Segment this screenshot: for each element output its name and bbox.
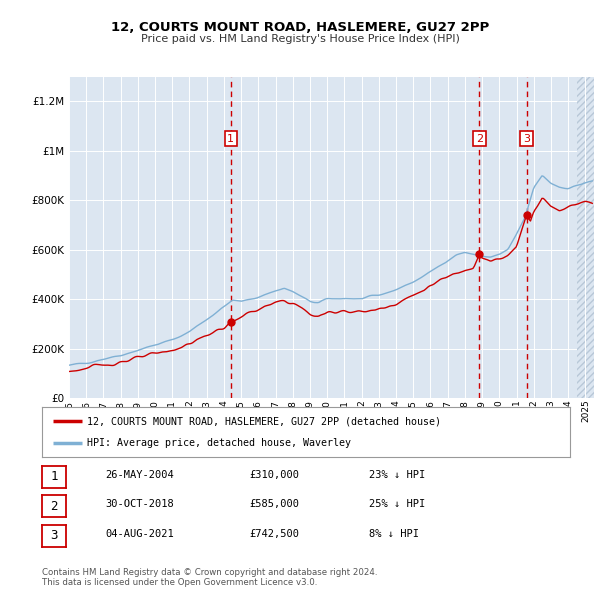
Text: 3: 3 [523, 133, 530, 143]
Text: 1: 1 [50, 470, 58, 483]
Text: £742,500: £742,500 [249, 529, 299, 539]
Text: 12, COURTS MOUNT ROAD, HASLEMERE, GU27 2PP (detached house): 12, COURTS MOUNT ROAD, HASLEMERE, GU27 2… [87, 416, 441, 426]
Text: 1: 1 [227, 133, 235, 143]
Text: 3: 3 [50, 529, 58, 542]
Text: 8% ↓ HPI: 8% ↓ HPI [369, 529, 419, 539]
Text: This data is licensed under the Open Government Licence v3.0.: This data is licensed under the Open Gov… [42, 578, 317, 587]
Text: 04-AUG-2021: 04-AUG-2021 [105, 529, 174, 539]
Text: £585,000: £585,000 [249, 500, 299, 509]
Text: Price paid vs. HM Land Registry's House Price Index (HPI): Price paid vs. HM Land Registry's House … [140, 34, 460, 44]
Text: 2: 2 [476, 133, 483, 143]
Text: 26-MAY-2004: 26-MAY-2004 [105, 470, 174, 480]
Text: £310,000: £310,000 [249, 470, 299, 480]
Text: Contains HM Land Registry data © Crown copyright and database right 2024.: Contains HM Land Registry data © Crown c… [42, 568, 377, 577]
Text: 30-OCT-2018: 30-OCT-2018 [105, 500, 174, 509]
Text: 23% ↓ HPI: 23% ↓ HPI [369, 470, 425, 480]
Text: HPI: Average price, detached house, Waverley: HPI: Average price, detached house, Wave… [87, 438, 351, 448]
Text: 12, COURTS MOUNT ROAD, HASLEMERE, GU27 2PP: 12, COURTS MOUNT ROAD, HASLEMERE, GU27 2… [111, 21, 489, 34]
Text: 2: 2 [50, 500, 58, 513]
Text: 25% ↓ HPI: 25% ↓ HPI [369, 500, 425, 509]
